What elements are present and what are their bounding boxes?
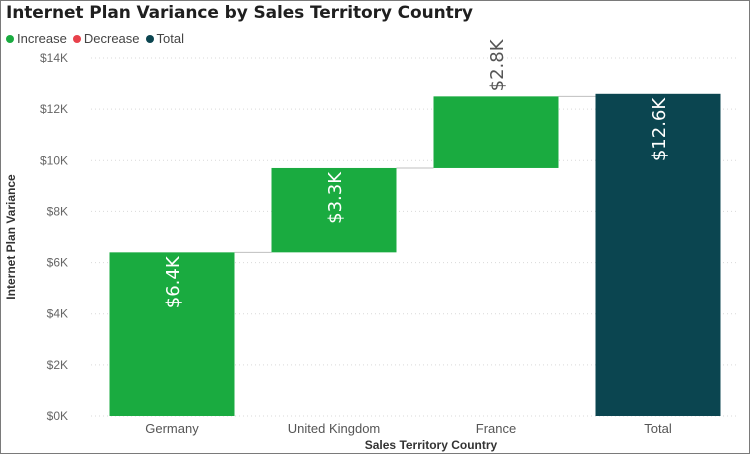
data-label: $2.8K bbox=[487, 38, 508, 91]
y-axis-title: Internet Plan Variance bbox=[4, 174, 18, 300]
legend-marker-total bbox=[145, 34, 154, 43]
legend-item-decrease[interactable]: Decrease bbox=[72, 31, 140, 46]
y-tick-label: $6K bbox=[47, 256, 68, 270]
data-labels: $6.4K $3.3K $2.8K $12.6K bbox=[163, 38, 670, 308]
y-tick-label: $8K bbox=[47, 204, 68, 218]
connector-lines bbox=[234, 95, 596, 253]
y-tick-label: $2K bbox=[47, 358, 68, 372]
legend-label-decrease: Decrease bbox=[83, 31, 140, 46]
legend-item-increase[interactable]: Increase bbox=[6, 31, 67, 46]
x-tick-label: France bbox=[476, 421, 516, 436]
legend-label-increase: Increase bbox=[17, 31, 67, 46]
x-tick-label: Total bbox=[644, 421, 672, 436]
chart-legend: Increase Decrease Total bbox=[6, 31, 190, 46]
x-axis-title: Sales Territory Country bbox=[365, 438, 498, 452]
data-label: $3.3K bbox=[325, 171, 346, 224]
x-tick-label: Germany bbox=[145, 421, 199, 436]
y-tick-label: $12K bbox=[40, 102, 68, 116]
y-tick-label: $0K bbox=[47, 409, 68, 423]
legend-marker-increase bbox=[6, 34, 14, 43]
y-tick-label: $14K bbox=[40, 51, 68, 65]
chart-title: Internet Plan Variance by Sales Territor… bbox=[6, 3, 473, 23]
bar-germany[interactable] bbox=[109, 252, 235, 416]
x-axis-ticks: Germany United Kingdom France Total bbox=[145, 421, 672, 436]
y-tick-label: $10K bbox=[40, 153, 68, 167]
bar-france[interactable] bbox=[433, 96, 559, 168]
bars bbox=[109, 93, 721, 417]
y-axis-ticks: $0K $2K $4K $6K $8K $10K $12K $14K bbox=[40, 51, 68, 423]
x-tick-label: United Kingdom bbox=[288, 421, 381, 436]
data-label: $6.4K bbox=[163, 255, 184, 308]
bar-united-kingdom[interactable] bbox=[271, 167, 397, 253]
y-tick-label: $4K bbox=[47, 307, 68, 321]
legend-label-total: Total bbox=[156, 31, 184, 46]
legend-item-total[interactable]: Total bbox=[145, 31, 184, 46]
data-label: $12.6K bbox=[649, 97, 670, 162]
bar-total[interactable] bbox=[595, 93, 721, 417]
legend-marker-decrease bbox=[72, 34, 81, 43]
